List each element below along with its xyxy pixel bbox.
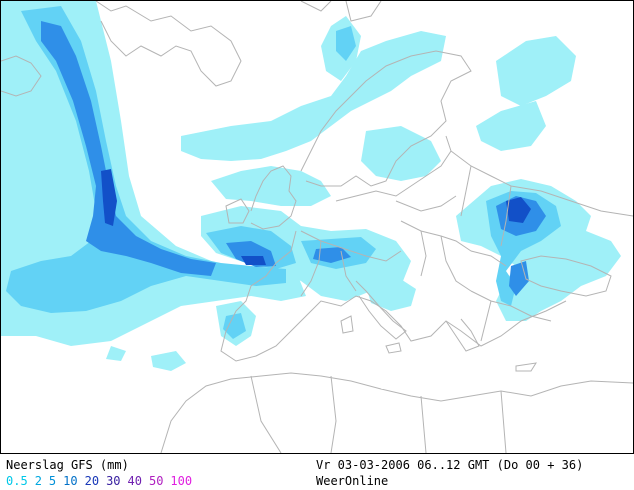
precip-max-balkans: [506, 197, 531, 223]
coastline-iceland: [1, 55, 42, 97]
country-borders: [250, 150, 633, 453]
coastline-italy: [355, 280, 407, 340]
credit-label: WeerOnline: [316, 474, 389, 488]
coastline-uk: [250, 165, 297, 230]
legend-level-5: 5: [48, 474, 57, 488]
legend-level-30: 30: [106, 474, 121, 488]
precip-area-russia-north: [496, 36, 576, 106]
legend-scale: 0.5 2 5 10 20 30 40 50 100: [6, 474, 199, 488]
border-lines-central: [400, 220, 507, 292]
precipitation-map: [0, 0, 634, 454]
coastline-greece: [445, 318, 480, 352]
precip-area-arctic: [476, 101, 546, 151]
valid-time-label: Vr 03-03-2006 06..12 GMT (Do 00 + 36): [316, 458, 584, 472]
coastline-black-sea: [520, 255, 612, 297]
legend-level-10: 10: [63, 474, 78, 488]
border-lines-west: [300, 230, 402, 297]
precip-core-romania: [509, 261, 529, 296]
coastlines: [1, 1, 633, 453]
precip-core-atlantic: [41, 21, 216, 276]
precip-area-north-atlantic: [181, 31, 446, 161]
map-title: Neerslag GFS (mm): [6, 458, 129, 472]
precip-max-france: [241, 256, 266, 265]
precip-area-morocco: [106, 346, 126, 361]
precip-area-north-africa: [151, 351, 186, 371]
legend-level-100: 100: [170, 474, 193, 488]
coastline-baltic: [335, 135, 457, 212]
precip-very-heavy-layer: [101, 169, 531, 265]
legend-level-20: 20: [84, 474, 100, 488]
legend-level-0-5: 0.5: [6, 474, 28, 488]
coastline-svalbard: [300, 1, 382, 22]
map-footer: Neerslag GFS (mm) Vr 03-03-2006 06..12 G…: [0, 454, 634, 490]
coastline-europe-west: [220, 230, 567, 362]
precip-band-norway: [336, 26, 356, 61]
legend-level-50: 50: [148, 474, 164, 488]
precip-area-italy: [366, 276, 416, 311]
border-lines-south-east: [470, 290, 552, 342]
coastline-mediterranean-islands: [340, 315, 537, 372]
coastline-north-africa: [160, 372, 633, 453]
precip-area-north-sea: [211, 166, 331, 206]
coastline-ireland: [225, 198, 250, 224]
border-lines-east: [450, 150, 633, 247]
map-canvas: [1, 1, 633, 453]
precip-max-atlantic: [101, 169, 117, 226]
precip-band-iberia: [223, 313, 246, 339]
legend-level-2: 2: [34, 474, 42, 488]
coastline-norway: [300, 50, 472, 187]
precip-area-scandinavia: [361, 126, 441, 181]
legend-level-40: 40: [127, 474, 142, 488]
coastline-greenland: [95, 1, 242, 87]
border-lines-africa: [250, 375, 507, 453]
